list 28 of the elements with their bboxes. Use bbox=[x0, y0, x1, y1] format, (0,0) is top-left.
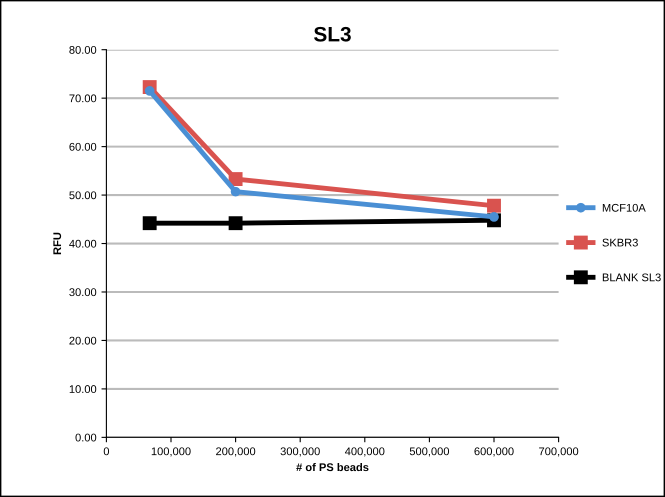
y-tick-label: 30.00 bbox=[69, 288, 96, 296]
y-axis-title: RFU bbox=[53, 232, 62, 254]
y-tick-label: 50.00 bbox=[69, 191, 96, 200]
point bbox=[228, 216, 243, 230]
y-tick-label: 0.00 bbox=[75, 434, 96, 442]
chart-title: SL3 bbox=[314, 26, 351, 42]
legend-label: MCF10A bbox=[602, 204, 646, 212]
point bbox=[228, 172, 243, 186]
x-tick-label: 500,000 bbox=[410, 447, 450, 457]
point bbox=[142, 216, 157, 230]
y-tick-label: 60.00 bbox=[69, 142, 96, 151]
point bbox=[230, 186, 240, 197]
legend-label: SKBR3 bbox=[602, 238, 638, 247]
x-tick-label: 400,000 bbox=[344, 447, 384, 457]
y-tick-label: 20.00 bbox=[69, 336, 96, 345]
legend-label: BLANK SL3 bbox=[602, 273, 661, 282]
y-tick-label: 40.00 bbox=[69, 240, 96, 248]
x-tick-label: 700,000 bbox=[539, 447, 578, 457]
y-tick-label: 80.00 bbox=[69, 46, 96, 54]
x-tick-label: 100,000 bbox=[152, 447, 191, 457]
point bbox=[487, 198, 501, 213]
x-tick-label: 200,000 bbox=[216, 447, 256, 457]
x-tick-label: 300,000 bbox=[280, 447, 320, 457]
y-tick-label: 70.00 bbox=[69, 94, 96, 102]
x-tick-label: 600,000 bbox=[474, 447, 514, 457]
x-axis-title: # of PS beads bbox=[296, 462, 368, 472]
y-tick-label: 10.00 bbox=[70, 385, 96, 394]
x-tick-label: 0 bbox=[104, 447, 110, 456]
